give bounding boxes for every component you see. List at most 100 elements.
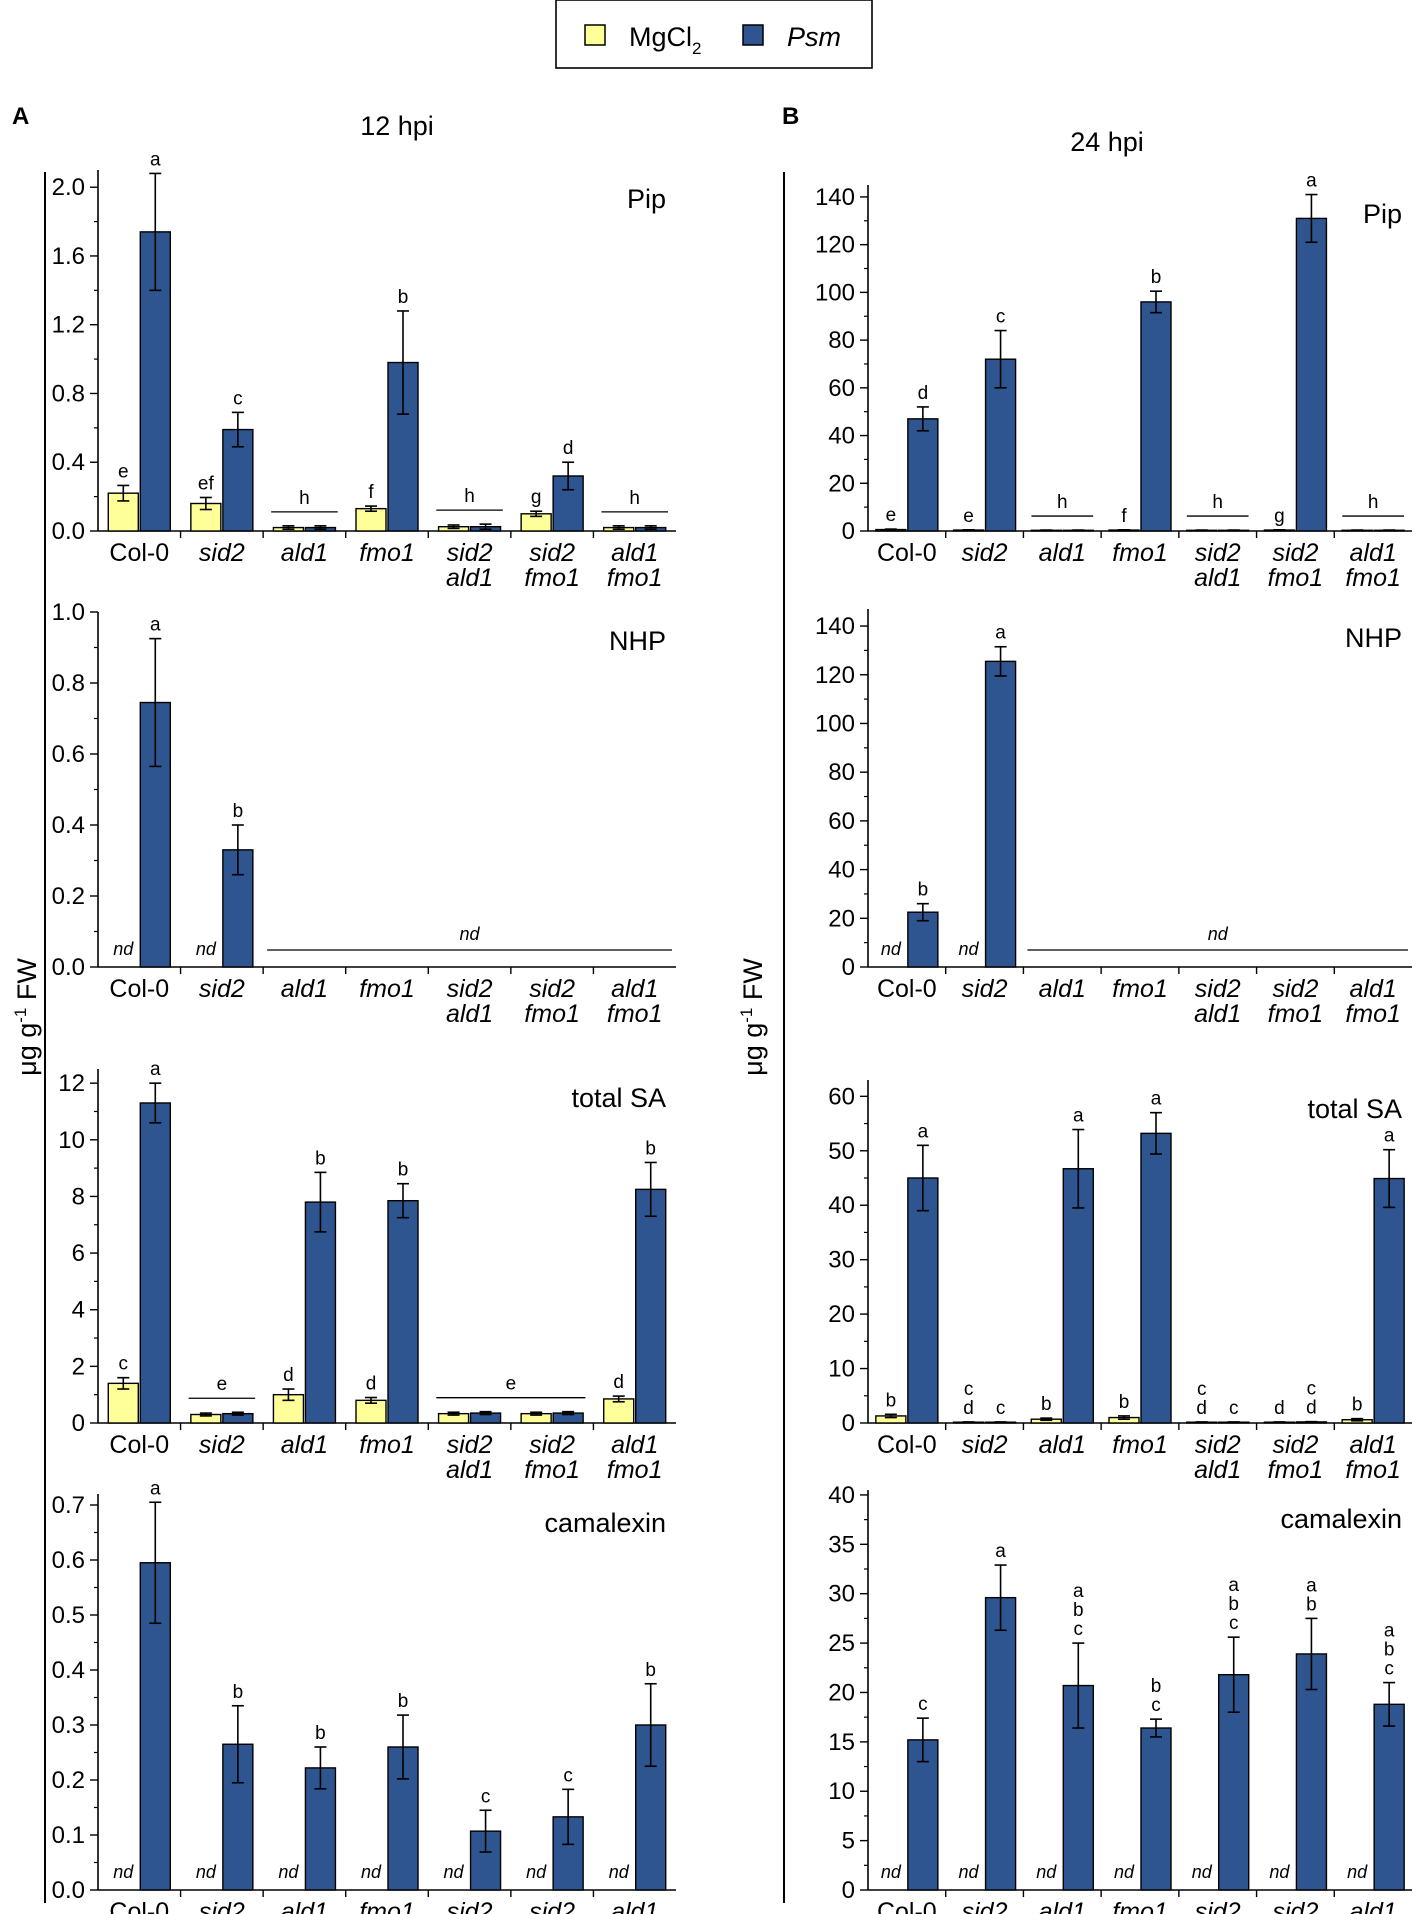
nd-label: nd [196, 939, 217, 959]
y-tick-label: 10 [828, 1356, 855, 1383]
significance-letter: g [1274, 506, 1285, 527]
significance-letter: b [1041, 1394, 1052, 1415]
y-tick-label: 5 [842, 1828, 855, 1855]
y-tick-label: 2.0 [52, 174, 85, 201]
x-tick-label: sid2 [1272, 539, 1318, 567]
bar-psm [387, 1199, 419, 1424]
y-tick-label: 0 [842, 1410, 855, 1437]
nd-label: nd [959, 1862, 980, 1882]
significance-letter: e [963, 506, 974, 527]
x-tick-label: fmo1 [607, 564, 663, 592]
x-tick-label: ald1 [1194, 1000, 1241, 1028]
chart-title: total SA [1307, 1094, 1402, 1124]
x-tick-label: fmo1 [359, 1898, 415, 1914]
bar-psm [1140, 1132, 1172, 1424]
panel-letter-a: A [12, 103, 29, 130]
y-tick-label: 6 [72, 1240, 85, 1267]
x-tick-label: sid2 [962, 1431, 1008, 1459]
nd-label: nd [1036, 1862, 1057, 1882]
significance-letter: h [299, 488, 310, 509]
significance-letter: c [563, 1765, 573, 1786]
y-tick-label: 0.2 [52, 883, 85, 910]
x-tick-label: ald1 [611, 1431, 658, 1459]
x-tick-label: ald1 [611, 539, 658, 567]
chart-title: NHP [1345, 623, 1402, 653]
y-tick-label: 100 [815, 710, 855, 737]
significance-letter: a [1384, 1126, 1395, 1147]
significance-letter: d [1306, 1398, 1317, 1419]
bar-psm [907, 1739, 939, 1891]
chart-title: Pip [627, 184, 666, 214]
x-tick-label: Col-0 [109, 975, 169, 1003]
significance-letter: a [150, 149, 161, 170]
y-tick-label: 15 [828, 1729, 855, 1756]
nd-label: nd [1192, 1862, 1213, 1882]
nd-label: nd [460, 924, 481, 944]
significance-letter: b [1151, 1676, 1162, 1697]
x-tick-label: Col-0 [877, 539, 937, 567]
x-tick-label: sid2 [199, 1898, 245, 1914]
nd-label: nd [361, 1862, 382, 1882]
nd-label: nd [959, 939, 980, 959]
significance-letter: d [1274, 1398, 1285, 1419]
x-tick-label: sid2 [529, 1898, 575, 1914]
significance-letter: d [283, 1365, 294, 1386]
chart-title: camalexin [1280, 1504, 1402, 1534]
x-tick-label: ald1 [1350, 1431, 1397, 1459]
significance-letter: b [1151, 267, 1162, 288]
significance-letter: a [995, 623, 1006, 644]
significance-letter: e [217, 1374, 228, 1395]
y-tick-label: 0.8 [52, 670, 85, 697]
nd-label: nd [881, 1862, 902, 1882]
y-tick-label: 40 [828, 1192, 855, 1219]
bar-psm [1373, 1177, 1405, 1424]
significance-letter: c [1197, 1379, 1207, 1400]
y-tick-label: 0.4 [52, 812, 85, 839]
y-tick-label: 0 [842, 954, 855, 981]
nd-label: nd [278, 1862, 299, 1882]
x-tick-label: Col-0 [877, 1898, 937, 1914]
x-tick-label: Col-0 [877, 975, 937, 1003]
bar-mgcl2 [603, 1398, 635, 1424]
y-tick-label: 1.6 [52, 243, 85, 270]
legend-swatch-mgcl2 [584, 24, 606, 46]
y-tick-label: 25 [828, 1630, 855, 1657]
y-tick-label: 10 [828, 1778, 855, 1805]
x-tick-label: fmo1 [1345, 1456, 1401, 1484]
significance-letter: d [918, 383, 929, 404]
y-tick-label: 2 [72, 1353, 85, 1380]
x-tick-label: fmo1 [1112, 539, 1168, 567]
bar-psm [304, 1201, 337, 1424]
x-tick-label: sid2 [1195, 539, 1241, 567]
nd-label: nd [1347, 1862, 1368, 1882]
significance-letter: c [1384, 1659, 1394, 1680]
x-tick-label: ald1 [446, 1000, 493, 1028]
y-tick-label: 0.4 [52, 1657, 85, 1684]
significance-letter: d [613, 1372, 624, 1393]
x-tick-label: sid2 [1195, 1431, 1241, 1459]
x-tick-label: sid2 [447, 1898, 493, 1914]
significance-letter: b [1306, 1594, 1317, 1615]
y-tick-label: 20 [828, 905, 855, 932]
x-tick-label: sid2 [962, 1898, 1008, 1914]
x-tick-label: Col-0 [109, 1898, 169, 1914]
significance-letter: a [1073, 1106, 1084, 1127]
chart-title: NHP [609, 626, 666, 656]
chart-b-camalexin: 0 5 10 15 20 25 30 35 40 camalexin Col-0 sid2 ald1 fm… [828, 1482, 1412, 1914]
x-tick-label: sid2 [1272, 975, 1318, 1003]
significance-letter: c [481, 1786, 491, 1807]
x-tick-label: ald1 [281, 975, 328, 1003]
significance-letter: b [886, 1390, 897, 1411]
x-tick-label: sid2 [199, 539, 245, 567]
x-tick-label: sid2 [962, 539, 1008, 567]
x-tick-label: fmo1 [607, 1456, 663, 1484]
bar-psm [1295, 217, 1328, 532]
y-tick-label: 20 [828, 1301, 855, 1328]
x-tick-label: ald1 [1194, 1456, 1241, 1484]
significance-letter: h [629, 488, 640, 509]
x-tick-label: sid2 [1272, 1898, 1318, 1914]
